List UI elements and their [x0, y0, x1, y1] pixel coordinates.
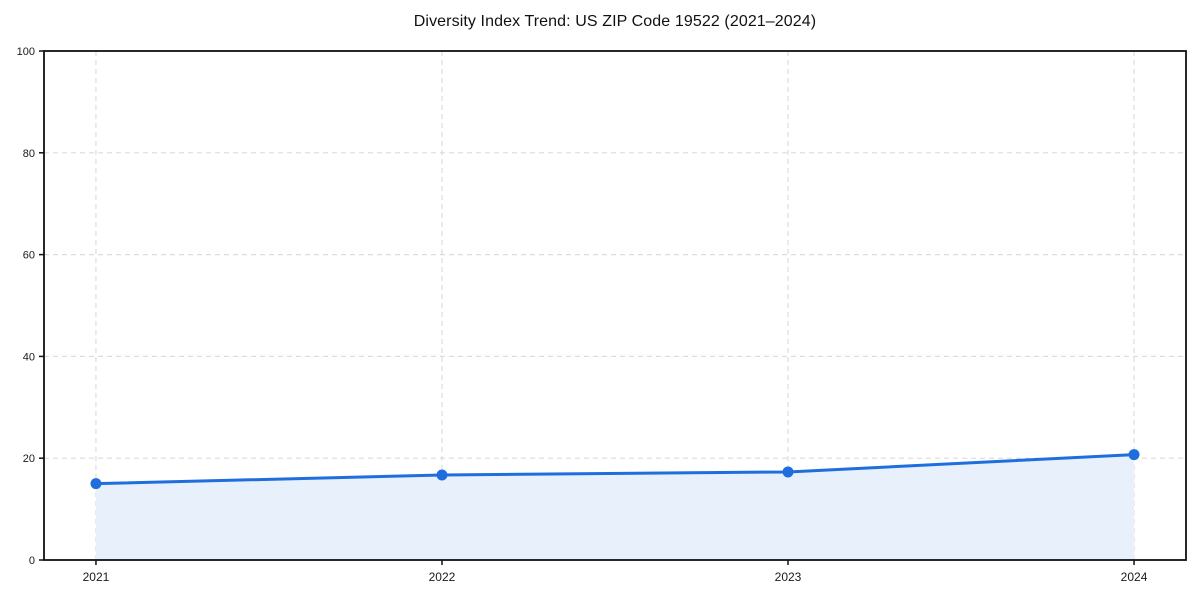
data-point-marker — [90, 478, 102, 490]
y-tick-label: 20 — [23, 453, 35, 465]
y-tick-label: 60 — [23, 250, 35, 262]
y-tick-label: 80 — [23, 148, 35, 160]
data-point-marker — [782, 466, 794, 478]
trend-line — [94, 453, 1136, 486]
y-tick-label: 0 — [29, 555, 35, 567]
chart-title: Diversity Index Trend: US ZIP Code 19522… — [413, 13, 817, 30]
data-point-marker — [436, 469, 448, 481]
area-fill — [95, 454, 1135, 560]
data-point-marker — [1128, 449, 1140, 461]
y-tick-label: 100 — [17, 46, 35, 58]
x-tick-label: 2024 — [1121, 570, 1148, 584]
x-tick-label: 2022 — [429, 570, 456, 584]
y-tick-label: 40 — [23, 351, 35, 363]
x-tick-label: 2023 — [775, 570, 802, 584]
x-tick-label: 2021 — [83, 570, 110, 584]
axes-border — [43, 50, 1187, 561]
